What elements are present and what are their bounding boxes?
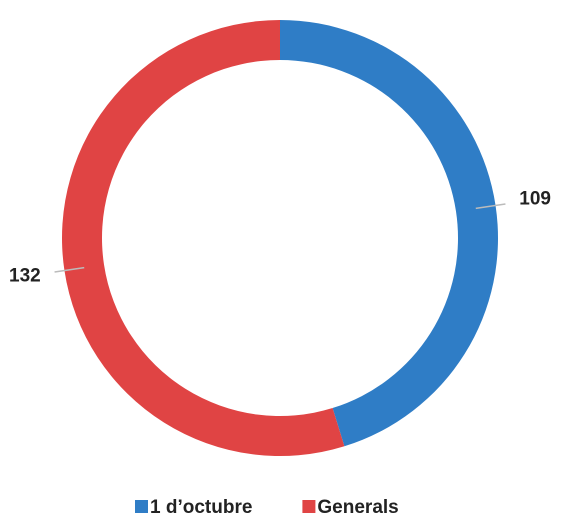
legend-swatch xyxy=(302,500,316,513)
donut-segment xyxy=(61,20,345,456)
data-label: 109 xyxy=(519,188,551,209)
legend-label: Generals xyxy=(317,497,398,518)
donut-segment xyxy=(280,20,498,447)
legend-label: 1 d’octubre xyxy=(150,497,252,518)
legend-swatch xyxy=(135,500,148,513)
leader-line xyxy=(475,203,506,210)
leader-line xyxy=(54,266,85,273)
data-label: 132 xyxy=(9,266,41,287)
